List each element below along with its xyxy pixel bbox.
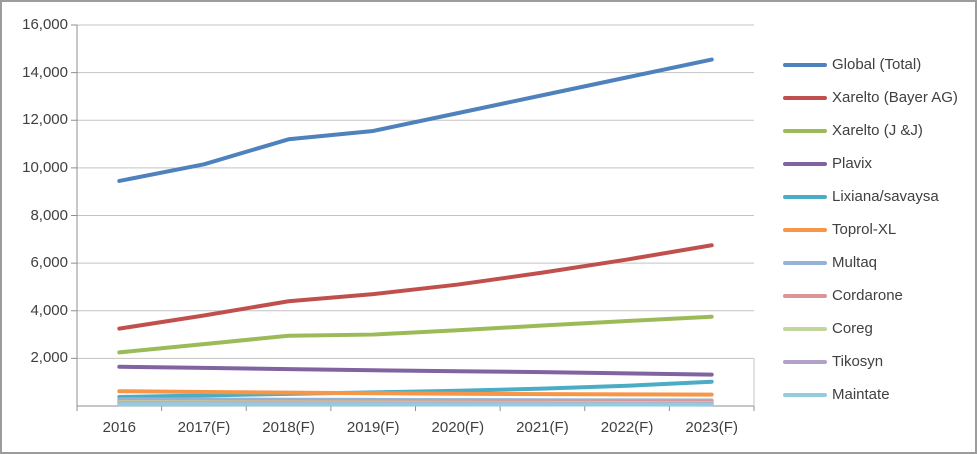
legend-label: Coreg	[832, 320, 873, 337]
legend-swatch-icon	[783, 260, 827, 265]
legend-swatch-icon	[783, 359, 827, 364]
legend-label: Tikosyn	[832, 353, 884, 370]
legend-label: Xarelto (J &J)	[832, 122, 923, 139]
series-line-toprol-xl	[117, 389, 714, 397]
legend-swatch-icon	[783, 326, 827, 331]
y-axis-label: 14,000	[22, 63, 68, 81]
legend-swatch-icon	[783, 194, 827, 199]
series-line-xarelto-j-j	[117, 314, 714, 355]
x-axis-label: 2022(F)	[600, 419, 654, 436]
y-axis-label: 16,000	[22, 16, 68, 33]
legend-label: Plavix	[832, 155, 873, 172]
legend: Global (Total) Xarelto (Bayer AG) Xarelto …	[783, 48, 975, 411]
series-line-global-total	[117, 57, 714, 183]
series-line-plavix	[117, 364, 714, 377]
y-axis-label: 8,000	[30, 206, 68, 224]
legend-swatch-icon	[783, 161, 827, 166]
x-axis-label: 2021(F)	[516, 419, 569, 436]
y-axis-label: 6,000	[30, 254, 68, 272]
series-line-xarelto-bayer-ag	[117, 243, 714, 331]
y-axis-label: 2,000	[30, 349, 68, 367]
legend-item-maintate: Maintate	[783, 378, 975, 411]
x-axis-label: 2017(F)	[177, 419, 231, 436]
legend-item-toprol-xl: Toprol-XL	[783, 213, 975, 246]
legend-label: Cordarone	[832, 287, 903, 304]
legend-label: Xarelto (Bayer AG)	[832, 89, 958, 106]
legend-swatch-icon	[783, 227, 827, 232]
y-axis-label: 4,000	[30, 301, 68, 319]
y-axis-label: 12,000	[22, 111, 68, 129]
legend-swatch-icon	[783, 128, 827, 133]
legend-item-lixiana-savaysa: Lixiana/savaysa	[783, 180, 975, 213]
legend-label: Global (Total)	[832, 56, 922, 73]
legend-swatch-icon	[783, 392, 827, 397]
legend-item-tikosyn: Tikosyn	[783, 345, 975, 378]
x-axis-label: 2023(F)	[685, 419, 738, 436]
x-axis-label: 2018(F)	[262, 419, 315, 436]
legend-item-xarelto-bayer-ag: Xarelto (Bayer AG)	[783, 81, 975, 114]
legend-swatch-icon	[783, 95, 827, 100]
legend-item-xarelto-j-j: Xarelto (J &J)	[783, 114, 975, 147]
legend-item-global-total: Global (Total)	[783, 48, 975, 81]
legend-swatch-icon	[783, 62, 827, 67]
x-axis-label: 2016	[102, 419, 136, 436]
legend-item-coreg: Coreg	[783, 312, 975, 345]
legend-swatch-icon	[783, 293, 827, 298]
legend-item-cordarone: Cordarone	[783, 279, 975, 312]
x-axis-label: 2019(F)	[346, 419, 400, 436]
legend-item-plavix: Plavix	[783, 147, 975, 180]
legend-label: Multaq	[832, 254, 878, 271]
legend-label: Maintate	[832, 386, 890, 403]
legend-item-multaq: Multaq	[783, 246, 975, 279]
x-axis-label: 2020(F)	[431, 419, 485, 436]
legend-label: Lixiana/savaysa	[832, 188, 939, 205]
legend-label: Toprol-XL	[832, 221, 897, 238]
y-axis-label: 10,000	[22, 158, 68, 176]
